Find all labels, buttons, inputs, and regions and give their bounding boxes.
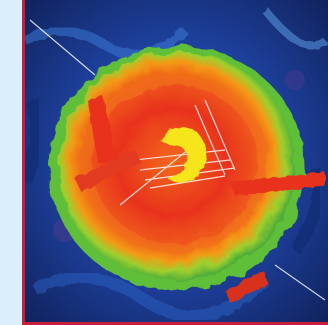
- painting-canvas: [25, 0, 328, 322]
- vertical-divider: [22, 0, 25, 325]
- side-panel: [0, 0, 22, 325]
- inner-orange-ring: [82, 75, 268, 253]
- red-shard-left: [87, 96, 117, 164]
- red-streak-right: [230, 172, 325, 196]
- yellow-center-swirl: [160, 127, 207, 183]
- bottom-border: [22, 322, 328, 325]
- abstract-painting: [25, 0, 328, 322]
- red-shard-bottom: [225, 270, 269, 304]
- red-streak-left: [75, 150, 141, 192]
